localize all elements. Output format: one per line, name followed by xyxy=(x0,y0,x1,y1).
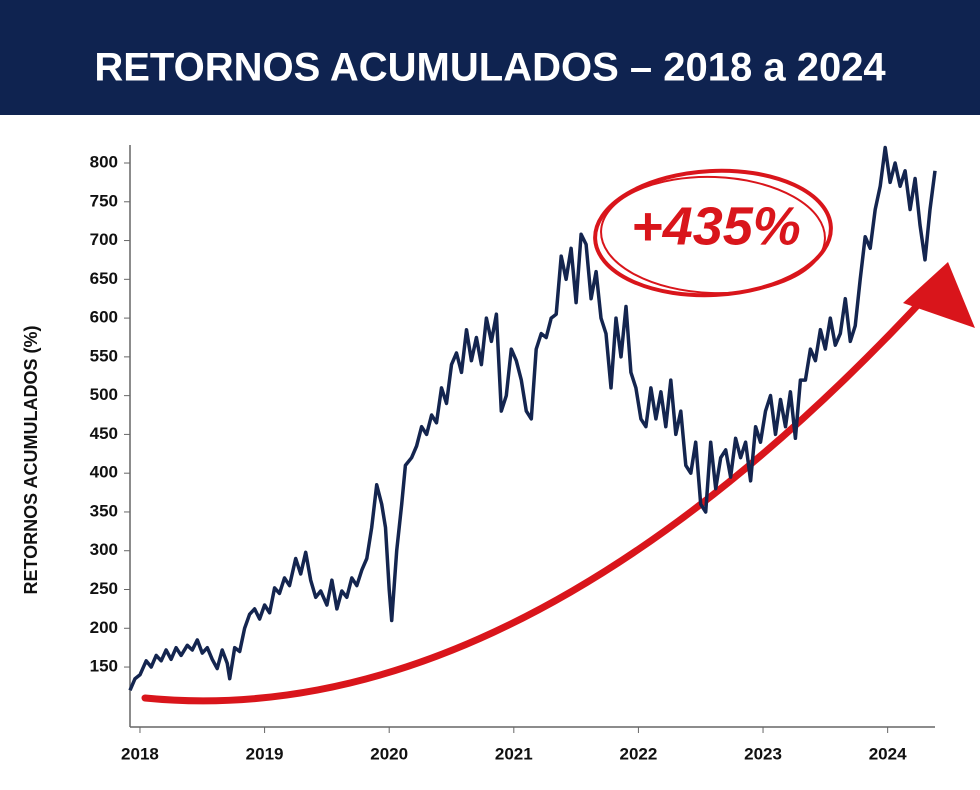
y-tick-label: 700 xyxy=(90,230,118,249)
y-tick-label: 300 xyxy=(90,540,118,559)
header-band xyxy=(0,0,980,115)
chart-title: RETORNOS ACUMULADOS – 2018 a 2024 xyxy=(94,46,886,90)
y-tick-label: 450 xyxy=(90,424,118,443)
x-tick-label: 2019 xyxy=(246,744,284,763)
highlight-circle xyxy=(600,175,826,295)
trend-arrow xyxy=(141,288,934,705)
y-tick-label: 200 xyxy=(90,618,118,637)
y-tick-label: 550 xyxy=(90,346,118,365)
y-axis-label: RETORNOS ACUMULADOS (%) xyxy=(21,325,41,594)
x-tick-label: 2020 xyxy=(370,744,408,763)
arrow-head xyxy=(903,262,975,328)
highlight-circle xyxy=(593,168,833,298)
y-tick-label: 750 xyxy=(90,191,118,210)
y-tick-label: 650 xyxy=(90,269,118,288)
y-tick-label: 600 xyxy=(90,308,118,327)
x-tick-label: 2023 xyxy=(744,744,782,763)
y-tick-label: 250 xyxy=(90,579,118,598)
annotation: +435% xyxy=(631,196,801,256)
x-tick-label: 2024 xyxy=(869,744,907,763)
x-tick-label: 2022 xyxy=(620,744,658,763)
x-tick-label: 2018 xyxy=(121,744,159,763)
y-tick-label: 350 xyxy=(90,501,118,520)
y-tick-label: 800 xyxy=(90,152,118,171)
data-line xyxy=(128,145,937,691)
y-tick-label: 500 xyxy=(90,385,118,404)
x-tick-label: 2021 xyxy=(495,744,533,763)
y-tick-label: 400 xyxy=(90,463,118,482)
y-tick-label: 150 xyxy=(90,657,118,676)
